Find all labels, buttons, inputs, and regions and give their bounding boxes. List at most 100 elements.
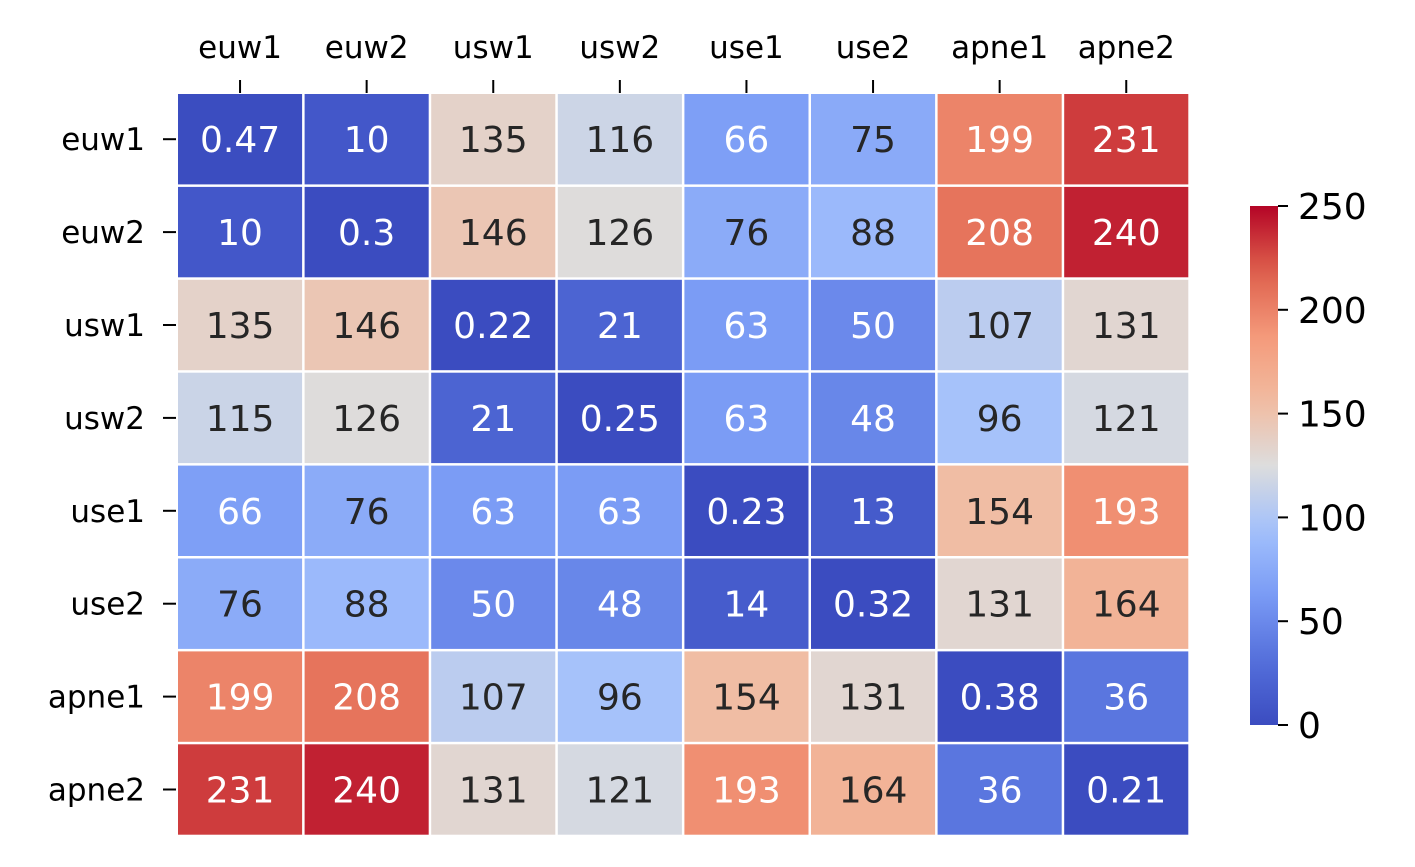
cell-value-label: 193 (1092, 492, 1161, 533)
cell-value-label: 88 (850, 213, 896, 254)
heatmap-cell-usw2-usw1 (431, 372, 556, 464)
cell-value-label: 164 (1092, 585, 1161, 626)
cell-value-label: 231 (1092, 120, 1161, 161)
heatmap-cell-usw1-euw1 (178, 279, 303, 371)
heatmap-cell-apne1-euw1 (178, 651, 303, 742)
heatmap-cell-apne1-apne2 (1064, 651, 1189, 742)
heatmap-cell-euw1-euw2 (304, 94, 429, 185)
heatmap-cell-apne1-use1 (684, 651, 809, 742)
y-tick-label: apne2 (48, 773, 145, 809)
y-tick-label: use1 (70, 494, 145, 530)
heatmap-cell-usw2-euw1 (178, 372, 303, 464)
x-axis: euw1 euw2 usw1 usw2 use1 use2 apne1 apne2 (198, 30, 1175, 93)
cell-value-label: 115 (206, 399, 275, 440)
cell-value-label: 0.21 (1086, 771, 1166, 812)
cell-value-label: 146 (332, 306, 401, 347)
heatmap-cell-usw1-use1 (684, 279, 809, 371)
cell-value-label: 199 (965, 120, 1034, 161)
heatmap-cell-usw1-euw2 (304, 279, 429, 371)
heatmap-cell-use2-usw1 (431, 558, 556, 649)
y-tick-label: euw2 (61, 215, 145, 251)
cell-value-label: 96 (977, 399, 1023, 440)
cell-value-label: 0.3 (338, 213, 395, 254)
cell-value-label: 48 (597, 585, 643, 626)
cell-value-label: 75 (850, 120, 896, 161)
cell-value-label: 96 (597, 678, 643, 719)
heatmap-cell-use2-use1 (684, 558, 809, 649)
heatmap-cell-euw2-usw1 (431, 186, 556, 278)
cell-value-label: 164 (839, 771, 908, 812)
heatmap-cell-use1-euw1 (178, 465, 303, 556)
cell-value-label: 66 (724, 120, 770, 161)
heatmap-cell-usw2-usw2 (557, 372, 682, 464)
heatmap-cell-use1-euw2 (304, 465, 429, 556)
cell-value-label: 0.32 (833, 585, 913, 626)
heatmap-cell-euw2-apne2 (1064, 186, 1189, 278)
x-tick-label: use1 (709, 30, 784, 66)
x-tick-label: usw2 (579, 30, 660, 66)
heatmap-cell-usw1-usw1 (431, 279, 556, 371)
cell-value-label: 66 (217, 492, 263, 533)
heatmap-cell-euw1-apne1 (937, 94, 1062, 185)
cell-value-label: 131 (1092, 306, 1161, 347)
heatmap-cell-euw1-usw1 (431, 94, 556, 185)
x-tick-label: use2 (836, 30, 911, 66)
cell-value-label: 36 (1103, 678, 1149, 719)
cell-value-label: 131 (839, 678, 908, 719)
cell-value-label: 126 (585, 213, 654, 254)
heatmap-cell-use2-apne2 (1064, 558, 1189, 649)
cell-value-label: 36 (977, 771, 1023, 812)
cell-value-label: 13 (850, 492, 896, 533)
cell-value-label: 116 (585, 120, 654, 161)
cell-value-label: 231 (206, 771, 275, 812)
heatmap-cell-use1-apne1 (937, 465, 1062, 556)
heatmap-cell-euw2-euw2 (304, 186, 429, 278)
heatmap-cell-euw1-apne2 (1064, 94, 1189, 185)
cell-value-label: 10 (344, 120, 390, 161)
heatmap-cell-use2-apne1 (937, 558, 1062, 649)
heatmap-cell-usw2-use2 (811, 372, 936, 464)
heatmap-cell-use2-euw1 (178, 558, 303, 649)
cell-value-label: 208 (332, 678, 401, 719)
heatmap-cell-apne2-apne1 (937, 744, 1062, 835)
cell-value-label: 88 (344, 585, 390, 626)
cell-value-label: 21 (470, 399, 516, 440)
heatmap-cell-euw1-usw2 (557, 94, 682, 185)
cell-value-label: 135 (206, 306, 275, 347)
heatmap-cell-use1-use1 (684, 465, 809, 556)
cell-value-label: 21 (597, 306, 643, 347)
cell-value-label: 121 (1092, 399, 1161, 440)
heatmap-cell-usw2-use1 (684, 372, 809, 464)
cell-value-label: 0.25 (580, 399, 660, 440)
cell-value-label: 76 (217, 585, 263, 626)
cell-value-label: 199 (206, 678, 275, 719)
x-tick-label: apne1 (951, 30, 1048, 66)
heatmap-cell-usw1-apne2 (1064, 279, 1189, 371)
cell-value-label: 131 (459, 771, 528, 812)
heatmap-cell-apne2-apne2 (1064, 744, 1189, 835)
heatmap-cell-euw1-use2 (811, 94, 936, 185)
cell-value-label: 121 (585, 771, 654, 812)
colorbar-tick-label: 200 (1298, 291, 1367, 332)
heatmap-cell-usw1-apne1 (937, 279, 1062, 371)
cell-value-label: 63 (724, 306, 770, 347)
cell-value-label: 76 (344, 492, 390, 533)
heatmap-cell-apne1-euw2 (304, 651, 429, 742)
heatmap-cell-use1-usw1 (431, 465, 556, 556)
heatmap-cell-euw2-apne1 (937, 186, 1062, 278)
cell-value-label: 10 (217, 213, 263, 254)
y-axis: euw1 euw2 usw1 usw2 use1 use2 apne1 apne2 (48, 122, 176, 809)
heatmap-cell-use2-use2 (811, 558, 936, 649)
heatmap-cell-use1-usw2 (557, 465, 682, 556)
heatmap-cell-use1-apne2 (1064, 465, 1189, 556)
heatmap-cell-apne2-euw1 (178, 744, 303, 835)
y-tick-label: apne1 (48, 680, 145, 716)
heatmap-cell-apne1-usw2 (557, 651, 682, 742)
cell-value-label: 63 (724, 399, 770, 440)
colorbar-tick-label: 100 (1298, 498, 1367, 539)
heatmap-cell-euw2-use2 (811, 186, 936, 278)
heatmap-cell-apne2-use2 (811, 744, 936, 835)
heatmap-cell-usw1-usw2 (557, 279, 682, 371)
cell-value-label: 135 (459, 120, 528, 161)
